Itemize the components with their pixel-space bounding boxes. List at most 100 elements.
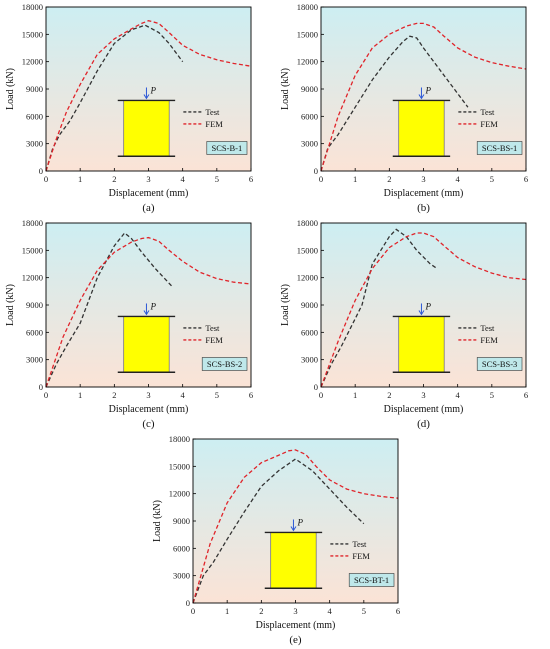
specimen-tag-box [476,141,523,155]
x-tick-label: 0 [191,606,195,616]
plot-frame [320,222,527,388]
load-arrow-head [418,310,425,316]
x-axis-label: Displacement (mm) [109,188,189,199]
y-tick-label: 0 [186,598,190,608]
plot-frame [192,438,399,604]
x-tick-label: 4 [456,390,461,400]
legend-label: Test [480,107,495,117]
plot-frame [45,222,252,388]
load-arrow-head [290,526,297,532]
x-tick-label: 4 [328,606,333,616]
panel-caption: (e) [289,634,302,646]
x-tick-label: 3 [421,390,425,400]
y-axis-label: Load (kN) [152,500,163,542]
legend-label: Test [352,539,367,549]
y-tick-label: 12000 [22,57,43,67]
legend-label: Test [205,323,220,333]
specimen-tag-box [348,573,395,587]
y-tick-label: 15000 [22,245,43,255]
x-tick-label: 0 [319,390,323,400]
load-arrow-head [418,94,425,100]
x-tick-label: 6 [249,390,253,400]
y-tick-label: 3000 [301,139,318,149]
x-tick-label: 1 [353,174,357,184]
x-tick-label: 3 [421,174,425,184]
y-tick-label: 6000 [173,543,190,553]
specimen-tag: SCS-BS-1 [482,143,517,153]
series-line-fem [320,22,527,172]
x-tick-label: 1 [353,390,357,400]
x-tick-label: 2 [259,606,263,616]
panel-caption: (d) [417,418,430,430]
y-axis-label: Load (kN) [280,68,291,110]
y-tick-label: 9000 [301,84,318,94]
x-tick-label: 4 [181,174,186,184]
y-tick-label: 6000 [26,111,43,121]
x-tick-label: 3 [146,174,150,184]
x-tick-label: 2 [387,174,391,184]
y-tick-label: 3000 [301,355,318,365]
y-tick-label: 0 [314,166,318,176]
y-tick-label: 9000 [26,300,43,310]
x-tick-label: 3 [293,606,297,616]
x-tick-label: 3 [146,390,150,400]
legend-label: FEM [480,335,498,345]
x-axis-label: Displacement (mm) [384,188,464,199]
y-tick-label: 9000 [173,516,190,526]
y-tick-label: 3000 [26,355,43,365]
specimen-block [123,316,170,373]
x-tick-label: 6 [249,174,253,184]
y-tick-label: 3000 [173,571,190,581]
x-tick-label: 6 [524,390,528,400]
series-line-fem [192,449,399,604]
specimen-tag: SCS-BS-2 [207,359,242,369]
x-tick-label: 2 [112,174,116,184]
load-symbol: P [424,85,431,95]
specimen-block [123,100,170,157]
y-tick-label: 9000 [301,300,318,310]
y-tick-label: 15000 [22,29,43,39]
specimen-block [398,100,445,157]
load-arrow-head [143,94,150,100]
y-tick-label: 12000 [297,273,318,283]
chart-svg: 0 1 2 3 4 5 6 0 3000 6000 9000 12000 15000 18000 Displ… [280,218,528,430]
specimen-tag: SCS-B-1 [212,143,243,153]
y-tick-label: 18000 [169,434,190,444]
series-line-fem [45,20,252,172]
specimen-tag: SCS-BT-1 [354,575,389,585]
x-tick-label: 5 [215,390,219,400]
y-tick-label: 6000 [301,327,318,337]
chart-svg: 0 1 2 3 4 5 6 0 3000 6000 9000 12000 15000 18000 Displ… [5,2,253,214]
chart-svg: 0 1 2 3 4 5 6 0 3000 6000 9000 12000 15000 18000 Displ… [280,2,528,214]
specimen-block [270,532,317,589]
x-tick-label: 5 [490,174,494,184]
y-tick-label: 15000 [297,245,318,255]
specimen-tag-box [476,357,523,371]
chart-panel-b: 0 1 2 3 4 5 6 0 3000 6000 9000 12000 15000 18000 Displ… [275,0,550,216]
plot-frame [320,6,527,172]
x-tick-label: 6 [396,606,400,616]
x-axis-label: Displacement (mm) [109,404,189,415]
series-line-test [192,458,365,604]
y-axis-label: Load (kN) [5,68,16,110]
y-tick-label: 15000 [169,461,190,471]
x-tick-label: 1 [78,174,82,184]
x-tick-label: 6 [524,174,528,184]
specimen-tag-box [206,141,248,155]
x-tick-label: 2 [387,390,391,400]
specimen-tag-box [201,357,248,371]
load-symbol: P [149,85,156,95]
y-tick-label: 0 [39,382,43,392]
y-tick-label: 0 [314,382,318,392]
series-line-test [45,232,173,388]
x-tick-label: 5 [215,174,219,184]
x-tick-label: 1 [78,390,82,400]
specimen-tag: SCS-BS-3 [482,359,517,369]
y-tick-label: 18000 [22,2,43,12]
y-axis-label: Load (kN) [5,284,16,326]
y-tick-label: 15000 [297,29,318,39]
load-symbol: P [149,301,156,311]
chart-panel-a: 0 1 2 3 4 5 6 0 3000 6000 9000 12000 15000 18000 Displ… [0,0,275,216]
x-tick-label: 5 [490,390,494,400]
chart-panel-d: 0 1 2 3 4 5 6 0 3000 6000 9000 12000 15000 18000 Displ… [275,216,550,432]
